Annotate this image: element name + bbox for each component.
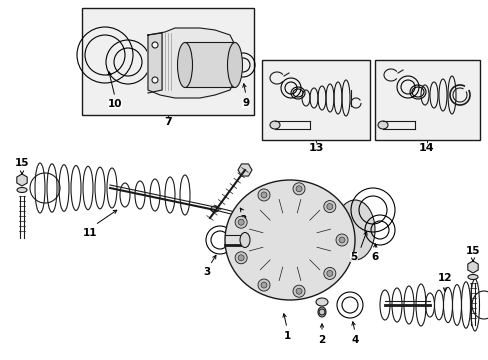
Circle shape bbox=[238, 219, 244, 225]
Circle shape bbox=[295, 186, 302, 192]
Bar bbox=[82, 8, 253, 115]
Bar bbox=[184, 42, 235, 87]
Circle shape bbox=[335, 234, 347, 246]
Text: 8: 8 bbox=[239, 215, 246, 225]
Circle shape bbox=[152, 42, 158, 48]
Polygon shape bbox=[148, 28, 235, 98]
Circle shape bbox=[295, 288, 302, 294]
Circle shape bbox=[152, 77, 158, 83]
Text: 1: 1 bbox=[283, 331, 290, 341]
Circle shape bbox=[292, 183, 305, 195]
Circle shape bbox=[261, 282, 266, 288]
Ellipse shape bbox=[334, 200, 374, 260]
Circle shape bbox=[338, 237, 345, 243]
Bar bbox=[374, 60, 479, 140]
Ellipse shape bbox=[377, 121, 387, 129]
Circle shape bbox=[235, 252, 246, 264]
Circle shape bbox=[258, 279, 269, 291]
Text: 4: 4 bbox=[350, 335, 358, 345]
Circle shape bbox=[323, 267, 335, 279]
Circle shape bbox=[258, 189, 269, 201]
Ellipse shape bbox=[177, 42, 192, 87]
Text: 11: 11 bbox=[82, 228, 97, 238]
Text: 5: 5 bbox=[350, 252, 357, 262]
Text: 7: 7 bbox=[164, 117, 171, 127]
Bar bbox=[262, 60, 369, 140]
Ellipse shape bbox=[227, 42, 242, 87]
Circle shape bbox=[261, 192, 266, 198]
Polygon shape bbox=[148, 33, 162, 93]
Circle shape bbox=[323, 201, 335, 212]
Text: 10: 10 bbox=[107, 99, 122, 109]
Text: 13: 13 bbox=[307, 143, 323, 153]
Text: 9: 9 bbox=[242, 98, 249, 108]
Ellipse shape bbox=[224, 180, 354, 300]
Text: 2: 2 bbox=[318, 335, 325, 345]
Ellipse shape bbox=[269, 121, 280, 129]
Circle shape bbox=[326, 203, 332, 210]
Ellipse shape bbox=[210, 206, 219, 212]
Text: 12: 12 bbox=[437, 273, 451, 283]
Text: 6: 6 bbox=[370, 252, 378, 262]
Ellipse shape bbox=[240, 233, 249, 248]
Ellipse shape bbox=[317, 307, 325, 317]
Ellipse shape bbox=[467, 274, 477, 279]
Text: 15: 15 bbox=[465, 246, 479, 256]
Ellipse shape bbox=[17, 188, 27, 193]
Circle shape bbox=[235, 216, 246, 228]
Circle shape bbox=[238, 255, 244, 261]
Circle shape bbox=[292, 285, 305, 297]
Circle shape bbox=[326, 270, 332, 276]
Text: 15: 15 bbox=[15, 158, 29, 168]
Text: 3: 3 bbox=[203, 267, 210, 277]
Ellipse shape bbox=[315, 298, 327, 306]
Text: 14: 14 bbox=[418, 143, 434, 153]
